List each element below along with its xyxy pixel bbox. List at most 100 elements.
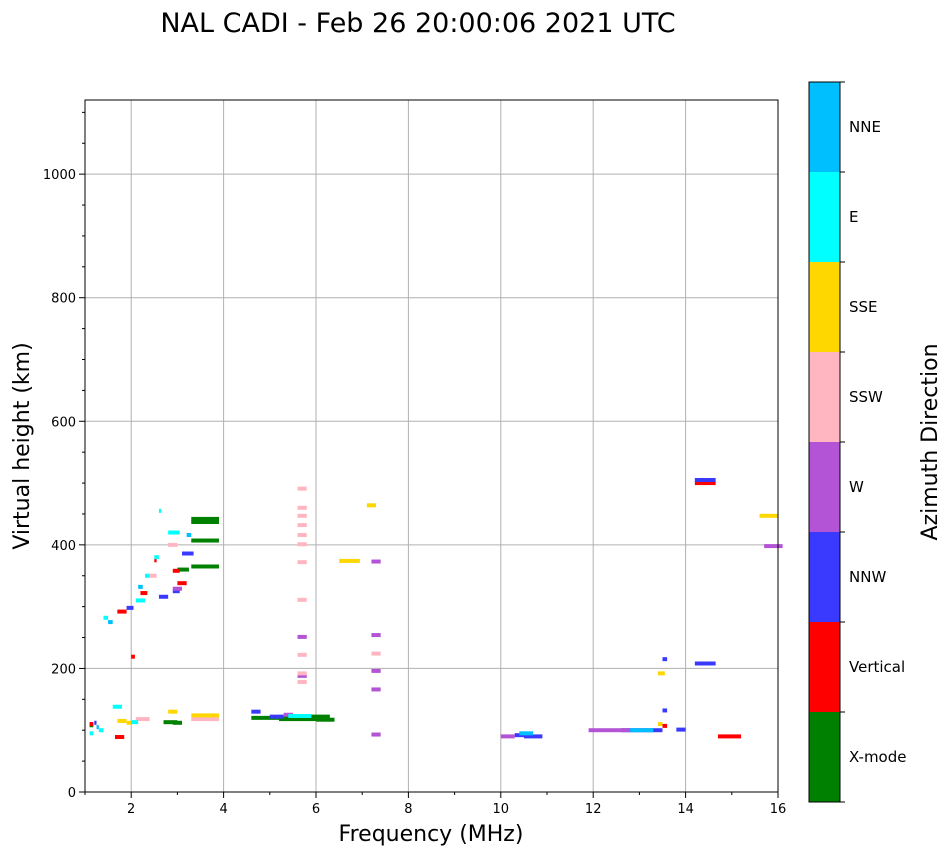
echo-point [138,584,143,589]
series-ssw [135,486,381,722]
echo-point [523,734,543,739]
y-tick-label: 200 [51,662,76,677]
echo-point [662,708,668,713]
echo-point [140,591,148,596]
echo-point [163,720,178,725]
echo-point [131,720,139,725]
echo-point [145,573,150,578]
colorbar-swatch [809,442,840,532]
colorbar-category-label: W [849,478,864,496]
colorbar-swatch [809,712,840,802]
echo-point [117,609,127,614]
echo-point [759,513,778,518]
echo-point [297,523,307,528]
echo-point [764,544,783,549]
echo-point [103,615,109,620]
echo-point [297,542,307,547]
x-tick-label: 4 [219,802,227,817]
echo-point [519,731,534,736]
echo-point [135,598,146,603]
echo-point [588,728,631,733]
echo-point [279,717,316,722]
colorbar-frame [808,81,841,803]
y-axis-ticks: 0 200 400 600 800 1000 [43,111,85,801]
echo-point [630,728,654,733]
colorbar-swatch [809,622,840,712]
echo-point [339,558,360,563]
echo-point [316,717,335,722]
echo-point [662,657,668,662]
x-tick-label: 6 [312,802,320,817]
echo-point [657,722,663,727]
echo-point [717,734,742,739]
echo-point [154,555,159,560]
echo-point [126,605,134,610]
colorbar-label: Azimuth Direction [918,343,943,540]
colorbar-category-label: E [849,208,858,226]
plot-frame [84,99,779,793]
x-tick-label: 8 [404,802,412,817]
echo-point [371,651,381,656]
echo-point [177,581,187,586]
echo-point [186,532,192,537]
x-axis-label: Frequency (MHz) [339,822,524,847]
echo-point [172,586,183,591]
echo-point [269,714,284,719]
colorbar-category-label: X-mode [849,748,906,766]
colorbar-category-label: Vertical [849,658,905,676]
series-sse [117,503,778,727]
colorbar-swatch [809,172,840,262]
echo-point [154,558,157,563]
grid-lines [85,100,779,793]
echo-point [500,734,515,739]
echo-point [297,505,307,510]
x-tick-label: 10 [493,802,510,817]
echo-point [182,551,194,556]
plot-background [85,100,778,792]
echo-point [297,513,307,518]
echo-point [288,714,312,719]
echo-point [366,503,377,508]
echo-point [297,560,307,565]
echo-point [371,732,381,737]
echo-point [694,661,716,666]
echo-point [371,687,381,692]
echo-point [676,727,686,732]
colorbar-swatch [809,262,840,352]
echo-point [172,720,183,725]
colorbar-category-label: NNE [849,118,881,136]
echo-point [191,538,219,543]
echo-point [191,564,219,569]
echo-point [694,477,716,482]
echo-point [297,671,307,676]
y-tick-label: 600 [51,415,76,430]
echo-point [94,720,97,725]
echo-point [112,704,122,709]
echo-point [657,671,665,676]
echo-point [297,634,307,639]
echo-point [117,718,127,723]
echo-point [297,680,307,685]
echo-traces [89,477,783,740]
echo-point [172,589,180,594]
echo-point [191,516,219,521]
echo-point [108,620,113,625]
echo-point [297,532,307,537]
colorbar: X-mode Vertical NNW W SSW SSE E NNE [808,81,906,803]
echo-point [191,519,219,524]
series-nne [96,532,654,736]
echo-point [662,723,668,728]
echo-point [89,722,94,727]
echo-point [371,668,381,673]
x-tick-label: 16 [770,802,787,817]
echo-point [89,731,94,736]
y-tick-label: 400 [51,539,76,554]
echo-point [158,508,162,513]
echo-point [371,559,381,564]
echo-point [191,713,219,718]
echo-point [297,652,307,657]
y-axis-label: Virtual height (km) [10,342,35,549]
series-e [89,508,312,736]
colorbar-swatch [809,532,840,622]
